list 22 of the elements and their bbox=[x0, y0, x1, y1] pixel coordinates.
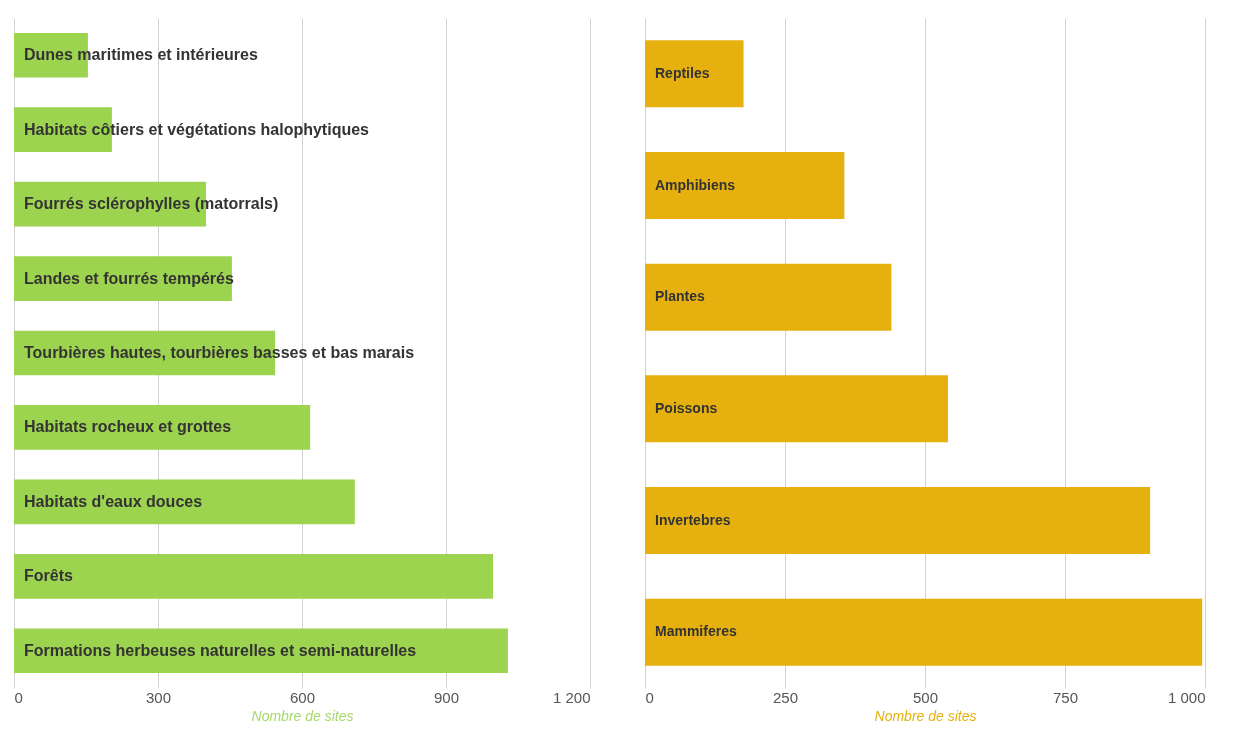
x-tick-label: 750 bbox=[1052, 688, 1079, 706]
x-tick-label: 1 200 bbox=[552, 688, 591, 706]
x-axis-title: Nombre de sites bbox=[874, 707, 977, 724]
category-label: Habitats d'eaux douces bbox=[24, 492, 203, 510]
category-label: Formations herbeuses naturelles et semi-naturelles bbox=[24, 641, 417, 659]
category-label: Plantes bbox=[655, 288, 705, 305]
category-label: Mammiferes bbox=[655, 623, 737, 640]
category-label: Forêts bbox=[24, 567, 73, 585]
x-tick-label: 500 bbox=[912, 688, 939, 706]
category-label: Poissons bbox=[655, 399, 718, 416]
category-label: Habitats rocheux et grottes bbox=[24, 418, 232, 436]
category-label: Amphibiens bbox=[655, 176, 736, 193]
x-axis-title: Nombre de sites bbox=[251, 707, 354, 724]
x-tick-label: 0 bbox=[645, 688, 654, 706]
x-tick-label: 300 bbox=[145, 688, 172, 706]
x-tick-label: 600 bbox=[289, 688, 316, 706]
x-tick-label: 1 000 bbox=[1167, 688, 1206, 706]
category-label: Reptiles bbox=[655, 64, 710, 81]
x-tick-label: 900 bbox=[433, 688, 460, 706]
x-tick-label: 0 bbox=[14, 688, 23, 706]
x-tick-label: 250 bbox=[772, 688, 799, 706]
category-label: Invertebres bbox=[655, 511, 731, 528]
